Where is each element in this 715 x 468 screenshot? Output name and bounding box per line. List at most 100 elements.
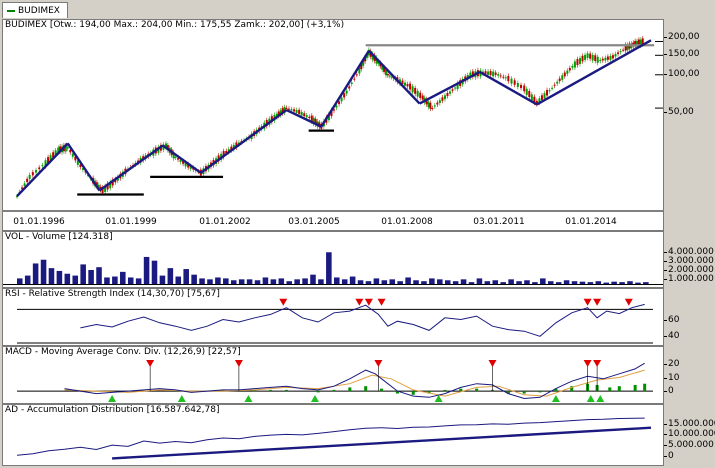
price-candle [377, 60, 380, 64]
price-candle [497, 74, 500, 76]
macd-signal-line [64, 369, 645, 397]
price-candle [502, 76, 505, 78]
volume-bar [56, 270, 63, 284]
volume-bar [627, 281, 633, 284]
price-candle [283, 107, 286, 113]
price-candle [546, 90, 549, 96]
price-candle [41, 165, 44, 167]
macd-panel-title: MACD - Moving Average Conv. Div. (12,26,… [5, 347, 241, 357]
price-candle [114, 179, 117, 183]
volume-bar [254, 280, 261, 284]
price-candle [383, 67, 386, 72]
volume-bar [413, 280, 419, 284]
macd-histogram-bar [253, 389, 257, 392]
macd-buy-marker [177, 395, 186, 402]
price-candle [425, 99, 428, 105]
price-candle [421, 95, 424, 100]
price-candle [303, 113, 306, 117]
macd-buy-marker [244, 395, 253, 402]
volume-bar [334, 277, 340, 284]
chart-tab[interactable]: BUDIMEX [2, 2, 68, 18]
macd-histogram-bar [554, 388, 558, 392]
price-candle [174, 156, 177, 158]
volume-panel[interactable]: VOL - Volume [124.318] [2, 231, 664, 288]
volume-bar [341, 279, 348, 284]
x-tick-label: 01.01.2014 [565, 217, 617, 227]
price-candle [566, 70, 569, 74]
price-candle [411, 86, 414, 93]
rsi-sell-marker [279, 298, 288, 306]
price-candle [290, 109, 293, 111]
price-candle [538, 98, 541, 103]
price-candle [371, 53, 374, 60]
volume-bar [643, 282, 649, 284]
price-candle [641, 38, 644, 45]
price-candle [166, 145, 169, 151]
price-candle [406, 84, 409, 87]
price-candle [52, 152, 55, 158]
price-plot [3, 36, 663, 212]
price-candle [591, 54, 594, 61]
volume-bar [278, 278, 285, 284]
y-tick-label: 4.000.000 [664, 247, 714, 257]
volume-bar [579, 281, 586, 284]
macd-line [64, 362, 645, 400]
volume-bar [318, 279, 324, 284]
price-candle [335, 105, 338, 108]
price-candle [573, 61, 576, 68]
price-candle [379, 62, 382, 67]
price-candle [312, 117, 315, 124]
price-candle [298, 109, 301, 115]
price-candle [353, 78, 356, 80]
macd-histogram-bar [538, 391, 542, 393]
macd-histogram-bar [459, 388, 463, 392]
price-axis: 200,00 150,00 100,00 50,00 [664, 19, 715, 231]
price-candle [386, 74, 389, 76]
price-candle [95, 182, 98, 187]
price-candle [589, 53, 592, 59]
volume-bar [88, 270, 94, 284]
price-candle [381, 65, 384, 70]
macd-buy-marker [596, 395, 605, 402]
rsi-panel[interactable]: RSI - Relative Strength Index (14,30,70)… [2, 288, 664, 346]
price-candle [333, 109, 335, 111]
price-candle [414, 87, 417, 94]
price-candle [487, 71, 490, 75]
y-tick-label: 3.000.000 [664, 256, 714, 266]
y-tick-label: 50,00 [664, 107, 694, 117]
y-tick-label: 100,00 [664, 69, 700, 79]
price-candle [295, 110, 298, 113]
price-candle [285, 107, 288, 109]
rsi-sell-marker [583, 298, 592, 306]
volume-panel-title: VOL - Volume [124.318] [5, 232, 113, 242]
volume-bar [40, 259, 47, 284]
macd-panel[interactable]: MACD - Moving Average Conv. Div. (12,26,… [2, 346, 664, 404]
macd-histogram-bar [427, 391, 431, 394]
volume-plot [3, 252, 663, 285]
volume-bar [64, 273, 71, 284]
price-candle [54, 150, 57, 156]
price-panel[interactable]: BUDIMEX [Otw.: 194,00 Max.: 204,00 Min.:… [2, 19, 664, 231]
price-candle [97, 184, 100, 189]
price-candle [327, 114, 330, 121]
macd-histogram-bar [380, 388, 384, 392]
price-candle [44, 160, 47, 167]
price-candle [59, 146, 62, 152]
price-candle [365, 54, 368, 58]
ad-panel[interactable]: AD - Accumulation Distribution [16.587.6… [2, 404, 664, 466]
price-candle [586, 53, 589, 58]
macd-sell-marker [593, 360, 602, 367]
volume-bar [524, 280, 530, 284]
volume-bar [167, 268, 174, 284]
volume-bar [112, 276, 118, 284]
rsi-sell-marker [364, 298, 373, 306]
x-tick-label: 01.01.2008 [381, 217, 433, 227]
volume-bar [555, 282, 562, 284]
price-candle [427, 101, 430, 108]
price-candle [484, 71, 487, 74]
volume-bar [468, 282, 475, 284]
chart-tab-label: BUDIMEX [18, 6, 60, 16]
price-candle [49, 155, 52, 161]
price-candle [639, 39, 642, 46]
price-candle [533, 96, 536, 103]
